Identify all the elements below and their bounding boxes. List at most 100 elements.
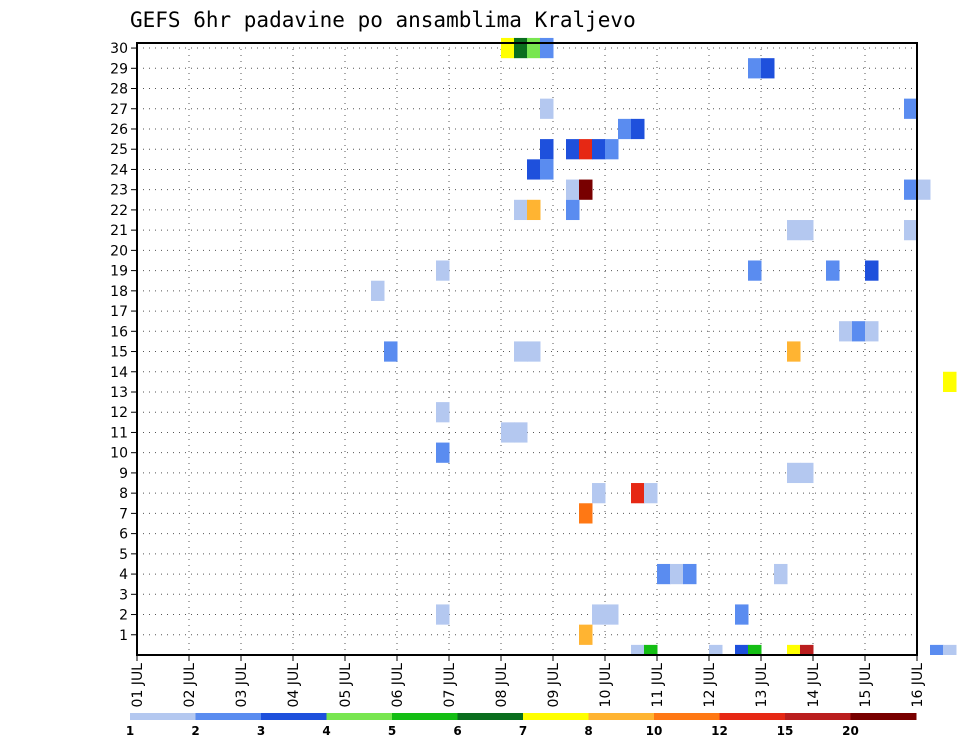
- y-tick-label: 1: [119, 628, 128, 644]
- precip-cell: [501, 422, 515, 443]
- y-tick-label: 8: [119, 486, 128, 502]
- precip-cell: [800, 220, 814, 241]
- precip-cell: [670, 563, 684, 585]
- precip-cell: [800, 644, 814, 655]
- y-tick-label: 13: [110, 385, 128, 401]
- precip-cell: [787, 220, 801, 241]
- precip-cell: [579, 503, 593, 524]
- colorbar-label: 4: [322, 724, 330, 738]
- y-tick-label: 28: [110, 82, 128, 98]
- precip-cell: [514, 422, 528, 443]
- precip-cell: [826, 260, 840, 281]
- precip-cell: [787, 644, 801, 655]
- precip-cell: [566, 139, 580, 160]
- precip-cell: [540, 37, 554, 59]
- precip-cell: [527, 37, 541, 59]
- precip-cell: [436, 442, 450, 463]
- precip-cell: [709, 644, 723, 655]
- colorbar-swatch: [719, 713, 786, 720]
- precip-cell: [943, 644, 957, 655]
- y-tick-label: 2: [119, 608, 128, 624]
- precip-cell: [371, 280, 385, 301]
- x-tick-label: 08 JUL: [494, 663, 510, 708]
- precip-cell: [384, 341, 398, 362]
- colorbar-label: 1: [126, 724, 134, 738]
- precip-cell: [852, 321, 866, 342]
- precip-cell: [631, 644, 645, 655]
- colorbar-label: 7: [519, 724, 527, 738]
- y-tick-label: 7: [119, 506, 128, 522]
- y-tick-label: 16: [110, 324, 128, 340]
- precip-cell: [592, 139, 606, 160]
- precip-cell: [631, 483, 645, 504]
- y-tick-label: 21: [110, 223, 128, 239]
- colorbar-swatch: [457, 713, 524, 720]
- colorbar-label: 6: [453, 724, 461, 738]
- y-tick-label: 29: [110, 61, 128, 77]
- x-tick-label: 03 JUL: [234, 663, 250, 708]
- precip-cell: [644, 644, 658, 655]
- precip-cell: [527, 199, 541, 221]
- precip-cell: [865, 260, 879, 281]
- y-tick-label: 10: [110, 446, 128, 462]
- precip-cell: [605, 139, 619, 160]
- colorbar-label: 15: [777, 724, 794, 738]
- data-cells: [371, 37, 957, 655]
- x-tick-label: 09 JUL: [546, 663, 562, 708]
- y-tick-label: 9: [119, 466, 128, 482]
- precip-cell: [566, 179, 580, 200]
- precip-cell: [748, 260, 762, 281]
- precip-cell: [566, 199, 580, 221]
- precip-cell: [618, 118, 632, 140]
- x-tick-label: 11 JUL: [650, 663, 666, 708]
- precip-cell: [579, 179, 593, 200]
- precip-cell: [540, 98, 554, 119]
- precip-cell: [748, 644, 762, 655]
- precip-cell: [657, 563, 671, 585]
- y-tick-label: 22: [110, 203, 128, 219]
- x-tick-label: 07 JUL: [442, 663, 458, 708]
- y-tick-label: 20: [110, 243, 128, 259]
- x-tick-label: 10 JUL: [598, 663, 614, 708]
- y-tick-label: 14: [110, 365, 128, 381]
- precip-cell: [436, 402, 450, 423]
- colorbar-label: 20: [842, 724, 859, 738]
- colorbar-swatch: [654, 713, 720, 720]
- precip-cell: [514, 199, 528, 221]
- y-axis: 1234567891011121314151617181920212223242…: [110, 41, 137, 644]
- precip-cell: [800, 462, 814, 484]
- precip-cell: [501, 37, 515, 59]
- precip-cell: [579, 139, 593, 160]
- colorbar-label: 8: [584, 724, 592, 738]
- colorbar-label: 12: [711, 724, 728, 738]
- y-tick-label: 6: [119, 527, 128, 543]
- y-tick-label: 25: [110, 142, 128, 158]
- x-axis: 01 JUL 02 JUL 03 JUL 04 JUL 05 JUL 06 JUL 07 J…: [130, 655, 926, 707]
- chart-title: GEFS 6hr padavine po ansamblima Kraljevo: [130, 8, 636, 32]
- x-tick-label: 05 JUL: [338, 663, 354, 708]
- precip-cell: [748, 58, 762, 79]
- precip-cell: [917, 179, 931, 200]
- precip-cell: [631, 118, 645, 140]
- x-tick-label: 06 JUL: [390, 663, 406, 708]
- y-tick-label: 12: [110, 405, 128, 421]
- y-tick-label: 5: [119, 547, 128, 563]
- x-tick-label: 01 JUL: [130, 663, 146, 708]
- precip-cell: [540, 139, 554, 160]
- x-tick-label: 02 JUL: [182, 663, 198, 708]
- colorbar-swatch: [195, 713, 262, 720]
- precip-cell: [514, 37, 528, 59]
- colorbar-legend: 1 2 3 4 5 6 7 8 10 12 15 20: [126, 713, 917, 738]
- colorbar-swatch: [392, 713, 458, 720]
- precip-cell: [644, 483, 658, 504]
- precip-cell: [761, 58, 775, 79]
- y-tick-label: 11: [110, 425, 128, 441]
- y-tick-label: 26: [110, 122, 128, 138]
- y-tick-label: 18: [110, 284, 128, 300]
- colorbar-swatch: [523, 713, 589, 720]
- precip-cell: [943, 371, 957, 392]
- precip-cell: [904, 98, 918, 119]
- x-tick-label: 04 JUL: [286, 663, 302, 708]
- precip-cell: [930, 644, 944, 655]
